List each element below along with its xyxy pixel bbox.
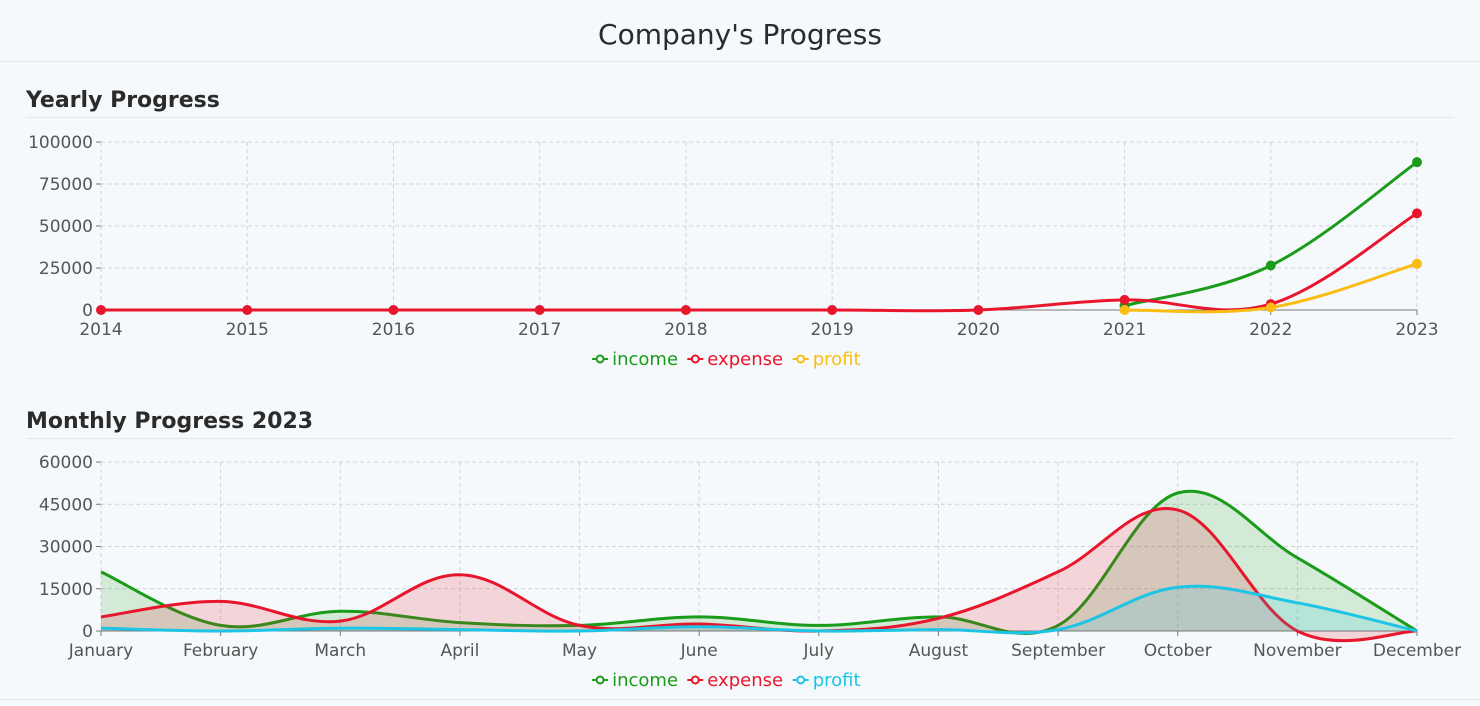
legend-label: profit (813, 670, 861, 691)
yearly-section-divider (26, 117, 1454, 118)
x-tick-label: 2015 (226, 320, 269, 340)
data-point-profit[interactable] (1265, 302, 1276, 313)
monthly-chart-title: Monthly Progress 2023 (26, 409, 314, 434)
x-tick-label: 2023 (1395, 320, 1438, 340)
legend-item-income[interactable]: income (592, 349, 678, 370)
y-tick-label: 0 (82, 301, 93, 321)
legend-label: profit (813, 349, 861, 370)
bottom-divider (0, 699, 1480, 700)
monthly-section-divider (26, 438, 1454, 439)
x-tick-label: December (1373, 641, 1461, 661)
legend-marker-icon (690, 675, 700, 685)
x-tick-label: November (1253, 641, 1341, 661)
legend-label: income (612, 670, 678, 691)
data-point-expense[interactable] (96, 305, 106, 315)
x-tick-label: 2019 (810, 320, 853, 340)
monthly-progress-chart: 0 15000 30000 45000 60000 January February Marc… (39, 453, 1461, 691)
legend-item-income[interactable]: income (592, 670, 678, 691)
x-tick-label: 2018 (664, 320, 707, 340)
series-area-income (101, 491, 1417, 634)
series-line-income (100, 489, 1418, 635)
legend-marker-icon (690, 354, 700, 364)
y-tick-label: 0 (82, 622, 93, 642)
x-tick-label: 2022 (1249, 320, 1292, 340)
data-point-expense[interactable] (1119, 294, 1130, 305)
legend-item-expense[interactable]: expense (687, 349, 783, 370)
data-point-expense[interactable] (973, 305, 984, 315)
data-point-expense[interactable] (242, 305, 253, 315)
x-tick-label: March (314, 641, 366, 661)
legend-marker-icon (796, 354, 806, 364)
y-tick-label: 30000 (39, 538, 93, 558)
y-tick-label: 25000 (39, 259, 93, 279)
x-tick-label: 2020 (957, 320, 1000, 340)
x-tick-label: October (1144, 641, 1212, 661)
x-tick-label: May (562, 641, 597, 661)
yearly-chart-title: Yearly Progress (26, 88, 220, 113)
series-line-expense (100, 212, 1418, 313)
x-tick-label: 2021 (1103, 320, 1146, 340)
title-divider (0, 61, 1480, 62)
y-tick-label: 15000 (39, 580, 93, 600)
legend-marker-icon (595, 354, 605, 364)
legend-label: expense (707, 349, 783, 370)
x-tick-label: July (803, 641, 835, 661)
legend-label: expense (707, 670, 783, 691)
legend-item-expense[interactable]: expense (687, 670, 783, 691)
x-tick-label: June (680, 641, 718, 661)
data-point-expense[interactable] (827, 305, 838, 315)
data-point-income[interactable] (1265, 260, 1276, 271)
series-line-profit (100, 584, 1418, 635)
legend-marker-icon (796, 675, 806, 685)
x-tick-label: April (440, 641, 479, 661)
x-tick-label: September (1011, 641, 1105, 661)
legend-item-profit[interactable]: profit (792, 670, 861, 691)
data-point-expense[interactable] (1412, 208, 1422, 219)
x-tick-label: 2017 (518, 320, 561, 340)
y-tick-label: 60000 (39, 453, 93, 473)
legend-item-profit[interactable]: profit (792, 349, 861, 370)
data-point-income[interactable] (1412, 157, 1422, 168)
x-tick-label: August (909, 641, 969, 661)
x-tick-label: 2014 (79, 320, 122, 340)
data-point-expense[interactable] (680, 305, 691, 315)
data-point-profit[interactable] (1119, 305, 1130, 315)
y-tick-label: 45000 (39, 495, 93, 515)
y-tick-label: 50000 (39, 217, 93, 237)
page-title: Company's Progress (598, 18, 882, 51)
x-tick-label: February (183, 641, 258, 661)
legend: income expense profit (592, 349, 861, 370)
legend: income expense profit (592, 670, 861, 691)
y-tick-label: 75000 (39, 175, 93, 195)
legend-marker-icon (595, 675, 605, 685)
data-point-expense[interactable] (388, 305, 399, 315)
data-point-profit[interactable] (1412, 258, 1422, 269)
series-area-expense (101, 508, 1417, 641)
x-tick-label: January (68, 641, 133, 661)
y-tick-label: 100000 (28, 133, 93, 153)
grid (100, 461, 1418, 632)
legend-label: income (612, 349, 678, 370)
yearly-progress-chart: 0 25000 50000 75000 100000 2014 2015 2016 2017 20… (28, 133, 1439, 370)
x-tick-label: 2016 (372, 320, 415, 340)
data-point-expense[interactable] (534, 305, 545, 315)
